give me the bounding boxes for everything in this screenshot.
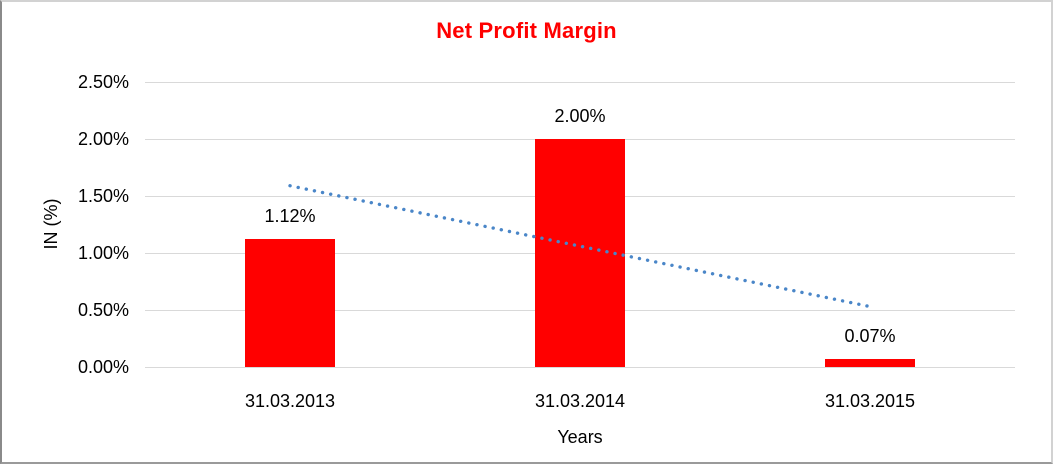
data-label: 1.12% (264, 206, 316, 227)
x-tick-label: 31.03.2014 (534, 391, 626, 411)
y-tick-label: 0.00% (77, 357, 129, 377)
gridline (145, 366, 1015, 368)
data-label: 0.07% (844, 326, 896, 347)
chart-title: Net Profit Margin (436, 18, 617, 43)
gridline (145, 81, 1015, 83)
y-axis-title: IN (%) (41, 198, 61, 250)
x-tick-label: 31.03.2013 (244, 391, 336, 411)
y-tick-label: 2.50% (77, 72, 129, 92)
y-tick-label: 1.00% (77, 243, 129, 263)
x-axis-title: Years (557, 427, 603, 447)
bar-31.03.2013 (245, 239, 335, 367)
y-tick-label: 1.50% (77, 186, 129, 206)
y-tick-label: 0.50% (77, 300, 129, 320)
bar-31.03.2014 (535, 139, 625, 367)
bar-31.03.2015 (825, 359, 915, 367)
y-tick-label: 2.00% (77, 129, 129, 149)
x-tick-label: 31.03.2015 (824, 391, 916, 411)
data-label: 2.00% (554, 106, 606, 126)
